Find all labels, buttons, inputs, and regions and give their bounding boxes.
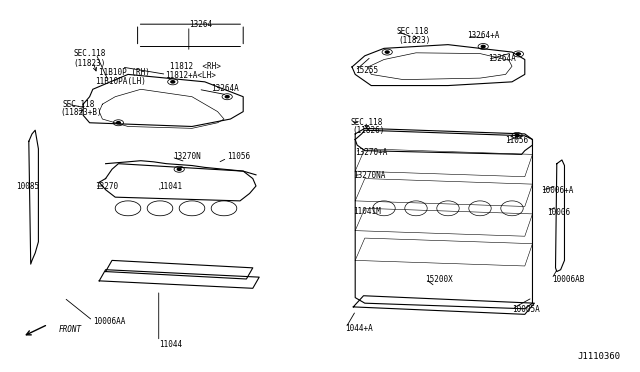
- Text: 13270N: 13270N: [173, 152, 200, 161]
- Text: 11812  <RH>: 11812 <RH>: [170, 62, 220, 71]
- Text: 10085: 10085: [16, 182, 39, 190]
- Text: SEC.118: SEC.118: [74, 49, 106, 58]
- Text: 10006+A: 10006+A: [541, 186, 573, 195]
- Text: 11812+A<LH>: 11812+A<LH>: [165, 71, 216, 80]
- Circle shape: [171, 81, 175, 83]
- Text: (11826): (11826): [352, 126, 385, 135]
- Text: FRONT: FRONT: [59, 325, 82, 334]
- Text: 10005A: 10005A: [512, 305, 540, 314]
- Text: 1044+A: 1044+A: [346, 324, 373, 333]
- Circle shape: [225, 96, 229, 98]
- Text: SEC.118: SEC.118: [351, 118, 383, 126]
- Text: SEC.118: SEC.118: [63, 100, 95, 109]
- Text: 10006AB: 10006AB: [552, 275, 584, 284]
- Text: (11823): (11823): [398, 36, 431, 45]
- Text: 13264+A: 13264+A: [467, 31, 500, 40]
- Text: 13264: 13264: [189, 20, 212, 29]
- Circle shape: [515, 134, 519, 137]
- Text: 11041: 11041: [159, 182, 182, 191]
- Circle shape: [481, 45, 485, 48]
- Text: (11823+B): (11823+B): [61, 108, 102, 117]
- Circle shape: [385, 51, 389, 53]
- Text: 10006: 10006: [547, 208, 570, 217]
- Text: 10006AA: 10006AA: [93, 317, 125, 326]
- Text: SEC.118: SEC.118: [397, 27, 429, 36]
- Text: 11B10P (RH): 11B10P (RH): [99, 68, 150, 77]
- Text: 11B10PA(LH): 11B10PA(LH): [95, 77, 145, 86]
- Text: 11044: 11044: [159, 340, 182, 349]
- Text: 11041M: 11041M: [353, 207, 381, 216]
- Text: 15255: 15255: [355, 66, 378, 75]
- Text: J1110360: J1110360: [578, 352, 621, 361]
- Text: 13264A: 13264A: [211, 84, 239, 93]
- Circle shape: [177, 168, 181, 170]
- Text: 11056: 11056: [506, 136, 529, 145]
- Text: 13270: 13270: [95, 182, 118, 191]
- Text: 13270NA: 13270NA: [353, 171, 386, 180]
- Text: 15200X: 15200X: [426, 275, 453, 284]
- Text: (11823): (11823): [74, 59, 106, 68]
- Text: 13264A: 13264A: [488, 54, 515, 63]
- Circle shape: [116, 122, 120, 124]
- Text: 11056: 11056: [227, 152, 250, 161]
- Text: 13270+A: 13270+A: [355, 148, 388, 157]
- Circle shape: [516, 53, 520, 55]
